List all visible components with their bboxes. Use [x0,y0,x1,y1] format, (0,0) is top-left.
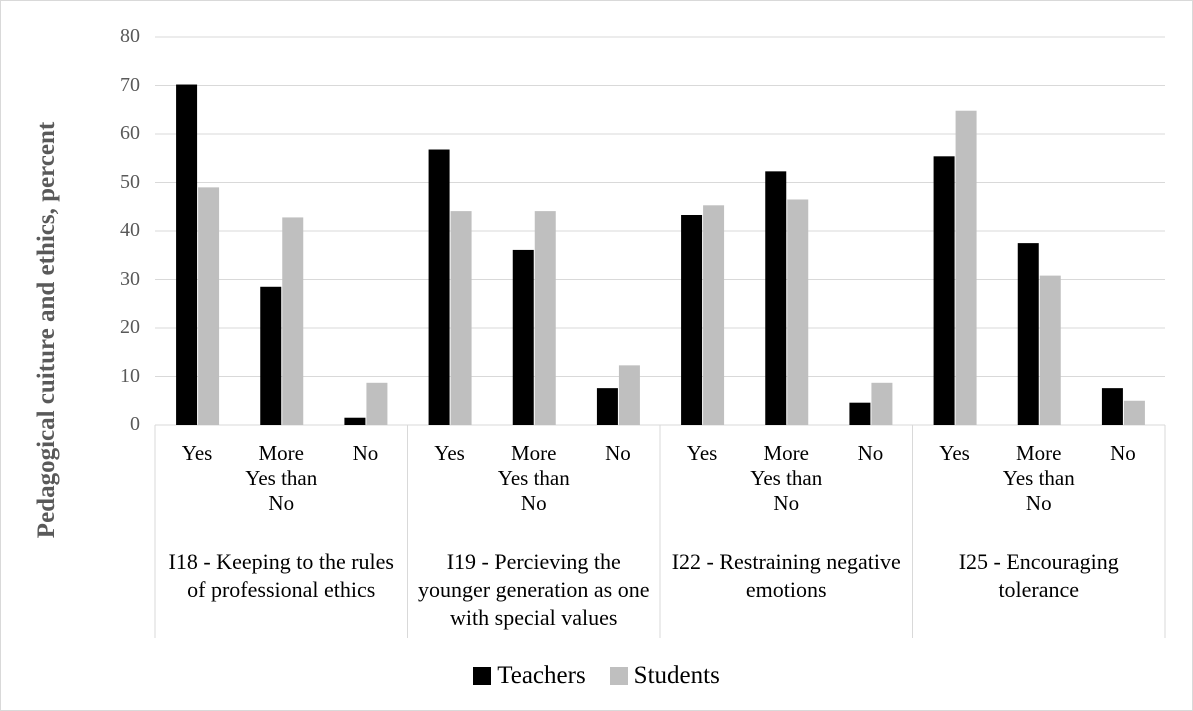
bar [1039,275,1061,425]
x-tick-label: Yes [686,441,718,465]
y-tick-label: 60 [120,122,140,144]
bar [933,156,955,425]
x-tick-label: More Yes than No [1002,441,1075,515]
legend-label: Students [633,662,720,689]
bar [534,211,556,425]
bar [450,211,472,425]
bar [198,187,220,425]
y-tick-label: 40 [120,219,140,241]
x-tick-label: No [857,441,884,465]
x-tick-label: Yes [939,441,970,465]
group-label: I18 - Keeping to the rules of profession… [168,549,394,602]
y-tick-label: 0 [130,413,140,435]
y-tick-label: 80 [120,25,140,47]
y-tick-label: 30 [120,267,140,290]
bar [366,382,388,425]
bar [871,382,893,425]
legend-swatch [609,667,628,685]
y-tick-label: 50 [120,170,140,193]
bar [176,84,198,425]
group-label: I22 - Restraining negative emotions [671,549,901,602]
y-axis-title: Pedagogical cuiture and ethics, percent [33,121,60,539]
group-label: I19 - Percieving the younger generation … [417,549,650,630]
legend-item: Students [609,662,720,690]
bar [344,417,366,425]
bar [428,149,450,425]
y-tick-label: 10 [120,364,140,387]
bar [1101,388,1123,425]
x-tick-label: Yes [181,441,213,465]
bar [596,388,618,425]
x-tick-label: No [352,441,379,465]
legend: Teachers Students [0,662,1193,690]
x-tick-label: No [605,441,631,465]
legend-swatch [473,667,492,685]
bar [1123,400,1145,425]
y-tick-label: 20 [120,316,140,338]
x-tick-label: More Yes than No [750,441,823,515]
bar [512,249,534,425]
group-label: I25 - Encouraging tolerance [958,549,1119,602]
bar [955,110,977,425]
bar [260,286,282,425]
x-tick-label: No [1110,441,1136,465]
x-tick-label: More Yes than No [245,441,318,515]
legend-item: Teachers [473,662,586,690]
bar [681,214,703,425]
bar [1017,243,1039,425]
bar [787,199,809,425]
legend-label: Teachers [497,662,586,689]
bar [618,365,640,425]
x-tick-label: More Yes than No [497,441,570,515]
bar [849,402,871,425]
x-tick-label: Yes [434,441,465,465]
bar [703,205,725,425]
bar [282,217,304,425]
bar [765,171,787,425]
y-tick-label: 70 [120,73,140,96]
